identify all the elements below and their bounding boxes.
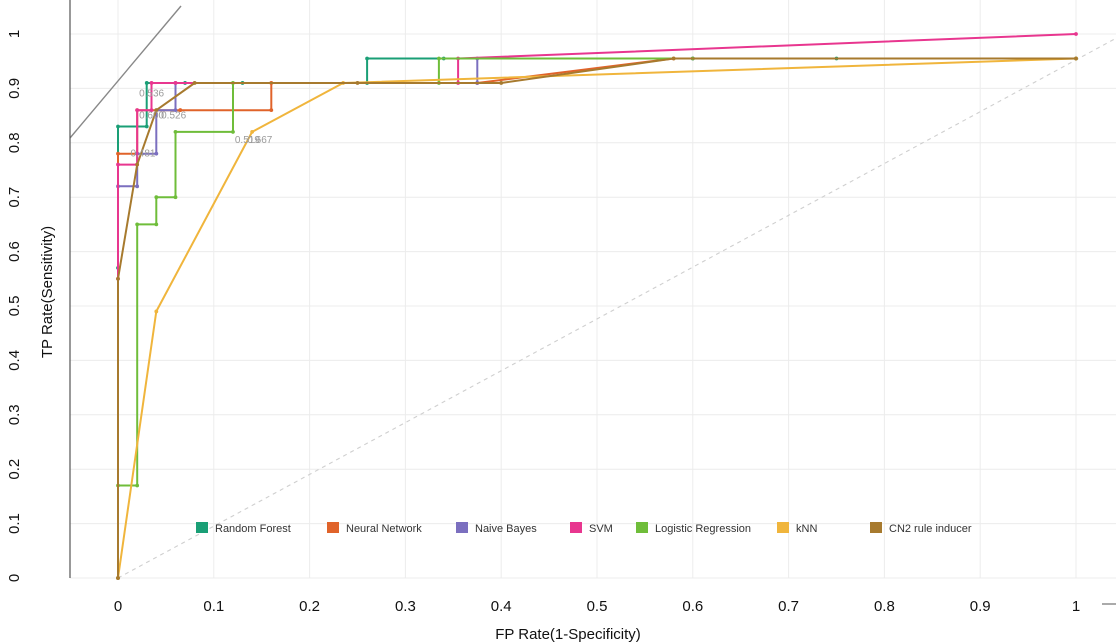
- x-tick-label: 0.3: [395, 598, 416, 615]
- series-point: [135, 483, 140, 488]
- series-point: [144, 81, 149, 85]
- legend-swatch: [196, 522, 208, 533]
- legend-swatch: [636, 522, 648, 533]
- legend: Random Forest Neural Network Naive Bayes SV…: [196, 522, 972, 535]
- x-tick-labels: 0 0.1 0.2 0.3 0.4 0.5 0.6 0.7 0.8 0.9 1: [114, 598, 1080, 615]
- series-point: [135, 184, 140, 189]
- threshold-label: 0.536: [139, 89, 164, 100]
- series-point: [178, 108, 183, 113]
- series-point: [154, 222, 159, 227]
- x-tick-label: 0.7: [778, 598, 799, 615]
- y-axis-title: TP Rate(Sensitivity): [39, 226, 56, 358]
- x-tick-label: 0.2: [299, 598, 320, 615]
- x-axis-title: FP Rate(1-Specificity): [495, 626, 641, 643]
- legend-label: SVM: [589, 523, 613, 535]
- x-tick-label: 0: [114, 598, 122, 615]
- legend-label: Naive Bayes: [475, 523, 537, 535]
- legend-swatch: [870, 522, 882, 533]
- legend-swatch: [777, 522, 789, 533]
- series-point: [149, 108, 154, 113]
- y-tick-label: 1: [6, 30, 23, 38]
- legend-label: CN2 rule inducer: [889, 523, 972, 535]
- y-tick-label: 0.6: [6, 241, 23, 262]
- series-point: [116, 124, 120, 129]
- y-tick-label: 0.8: [6, 132, 23, 153]
- series-point: [144, 124, 149, 129]
- threshold-label: 0.667: [247, 135, 272, 146]
- series-point: [173, 195, 178, 200]
- series-point: [116, 162, 120, 167]
- grid-lines: [70, 0, 1116, 579]
- series-point: [116, 151, 120, 156]
- y-tick-label: 0.9: [6, 78, 23, 99]
- x-tick-label: 0.9: [970, 598, 991, 615]
- series-point: [250, 130, 255, 134]
- x-tick-label: 0.1: [203, 598, 224, 615]
- series-point: [269, 108, 274, 113]
- y-tick-label: 0.5: [6, 296, 23, 317]
- x-tick-label: 0.8: [874, 598, 895, 615]
- legend-swatch: [327, 522, 339, 533]
- series-point: [116, 576, 120, 580]
- legend-label: Logistic Regression: [655, 523, 751, 535]
- x-tick-label: 0.4: [491, 598, 512, 615]
- legend-label: Neural Network: [346, 523, 422, 535]
- series-point: [154, 108, 159, 113]
- series-point: [1074, 32, 1078, 36]
- series-point: [149, 81, 154, 85]
- series-point: [365, 56, 369, 61]
- y-tick-label: 0.2: [6, 459, 23, 480]
- series-point: [437, 56, 441, 61]
- series-point: [135, 222, 140, 227]
- legend-swatch: [456, 522, 468, 533]
- series-point: [499, 81, 504, 85]
- x-tick-label: 0.6: [682, 598, 703, 615]
- corner-iso-line: [69, 5, 182, 139]
- series-point: [173, 81, 178, 85]
- series-point: [154, 309, 159, 314]
- legend-label: kNN: [796, 523, 817, 535]
- series-point: [671, 56, 676, 61]
- threshold-label: 0.600: [139, 110, 164, 121]
- series-point: [135, 162, 140, 167]
- threshold-label: 0.519: [235, 135, 260, 146]
- x-tick-label: 0.5: [587, 598, 608, 615]
- series-point: [355, 81, 360, 85]
- series-point: [154, 195, 159, 200]
- threshold-label: 0.526: [161, 110, 186, 121]
- y-tick-label: 0: [6, 574, 23, 582]
- series-point: [116, 276, 120, 281]
- legend-label: Random Forest: [215, 523, 291, 535]
- y-tick-label: 0.3: [6, 404, 23, 425]
- y-tick-label: 0.4: [6, 350, 23, 371]
- series-point: [173, 130, 178, 134]
- threshold-label: 0.481: [130, 148, 155, 159]
- series-point: [135, 108, 140, 113]
- x-tick-label: 1: [1072, 598, 1080, 615]
- series-point: [231, 130, 235, 134]
- series-line: [117, 57, 1076, 578]
- series-point: [173, 108, 178, 113]
- series-point: [154, 151, 159, 156]
- series-point: [192, 81, 197, 85]
- y-tick-labels: 0 0.1 0.2 0.3 0.4 0.5 0.6 0.7 0.8 0.9 1: [6, 30, 23, 582]
- reference-diagonal: [117, 37, 1116, 579]
- series-layer: [116, 32, 1078, 580]
- legend-swatch: [570, 522, 582, 533]
- series-point: [1074, 56, 1078, 61]
- y-tick-label: 0.1: [6, 513, 23, 534]
- y-tick-label: 0.7: [6, 187, 23, 208]
